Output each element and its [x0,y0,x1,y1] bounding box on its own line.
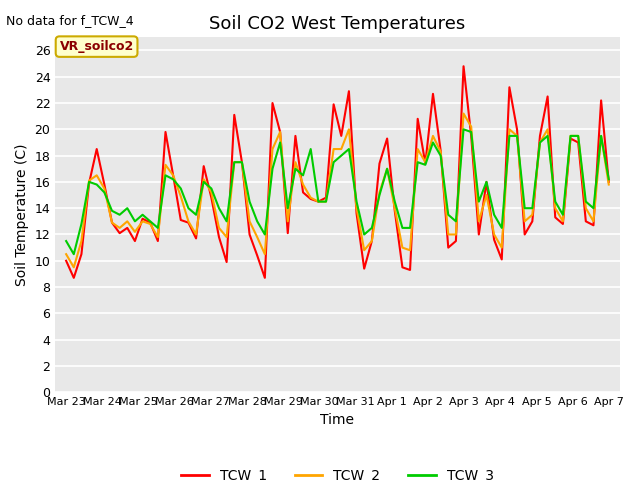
Text: No data for f_TCW_4: No data for f_TCW_4 [6,14,134,27]
Y-axis label: Soil Temperature (C): Soil Temperature (C) [15,144,29,286]
Text: VR_soilco2: VR_soilco2 [60,40,134,53]
Title: Soil CO2 West Temperatures: Soil CO2 West Temperatures [209,15,465,33]
X-axis label: Time: Time [321,413,355,427]
Legend: TCW_1, TCW_2, TCW_3: TCW_1, TCW_2, TCW_3 [175,463,500,480]
